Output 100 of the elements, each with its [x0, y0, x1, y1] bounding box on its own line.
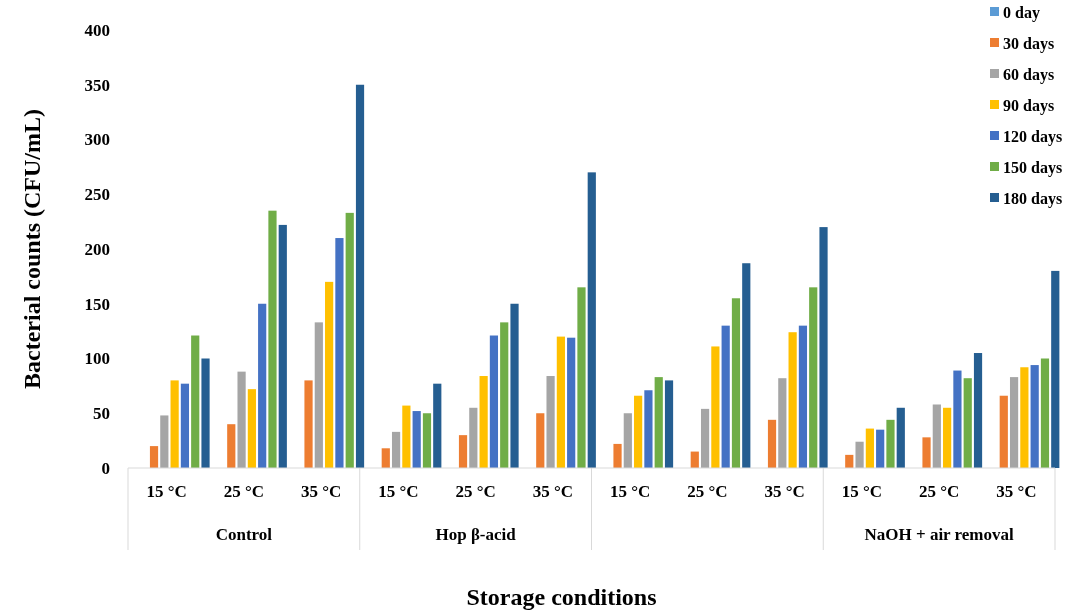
x-tick-label: 35 °C — [764, 482, 805, 501]
bar — [325, 281, 334, 468]
y-tick-label: 350 — [84, 75, 110, 95]
x-tick-label: 15 °C — [378, 482, 419, 501]
bar — [711, 346, 720, 468]
bar — [700, 408, 710, 468]
bar — [613, 443, 622, 468]
bar — [953, 370, 962, 468]
x-tick-label: 15 °C — [609, 482, 651, 501]
bar — [458, 435, 468, 468]
bar — [247, 389, 256, 468]
bar — [973, 353, 983, 468]
y-tick-label: 0 — [101, 458, 110, 478]
bar — [402, 405, 411, 468]
bar — [999, 395, 1008, 468]
bar — [556, 336, 565, 468]
bar — [268, 210, 277, 468]
bar — [1020, 367, 1029, 468]
bar — [809, 287, 818, 468]
bar — [876, 429, 885, 468]
x-tick-label: 25 °C — [455, 482, 496, 501]
bar — [742, 263, 751, 468]
legend-label: 60 days — [1003, 65, 1055, 84]
bar — [546, 376, 555, 468]
x-tick-label: 25 °C — [223, 482, 265, 501]
bar — [180, 383, 190, 468]
bar — [819, 227, 828, 468]
x-tick-label: 35 °C — [532, 482, 574, 501]
y-tick-label: 200 — [84, 239, 110, 259]
legend-label: 180 days — [1003, 189, 1063, 208]
legend-label: 0 day — [1003, 3, 1040, 22]
bar — [623, 413, 632, 468]
y-tick-label: 400 — [84, 20, 110, 40]
bar — [943, 407, 952, 468]
x-tick-label: 25 °C — [918, 482, 960, 501]
legend-label: 150 days — [1003, 158, 1063, 177]
bar — [489, 335, 499, 468]
y-tick-label: 100 — [84, 349, 110, 369]
bar — [644, 390, 653, 468]
x-tick-label: 15 °C — [841, 482, 883, 501]
text: NaOH + air removal — [864, 525, 1015, 544]
bar — [227, 424, 236, 468]
bar — [1051, 270, 1060, 468]
bar — [237, 371, 246, 468]
bar — [654, 377, 663, 468]
bar — [536, 413, 545, 468]
x-tick-label: 25 °C — [687, 482, 728, 501]
bar — [577, 287, 586, 468]
bar — [963, 378, 972, 468]
bar — [1009, 377, 1019, 468]
bar — [170, 380, 179, 468]
y-axis-title: Bacterial counts (CFU/mL) — [19, 109, 45, 389]
bar — [355, 84, 365, 468]
bar — [778, 378, 787, 468]
bar — [1030, 365, 1039, 468]
x-tick-label: 15 °C — [146, 482, 187, 501]
bar — [412, 411, 421, 468]
bar — [422, 413, 432, 468]
bar — [932, 404, 941, 468]
bar — [500, 322, 509, 468]
bar — [798, 325, 808, 468]
bar — [433, 383, 442, 468]
bar — [567, 337, 576, 468]
bar — [278, 224, 287, 468]
bar — [886, 419, 895, 468]
bar — [664, 380, 674, 468]
y-tick-label: 300 — [84, 130, 110, 150]
bar — [896, 407, 905, 468]
bar — [469, 407, 478, 468]
bar — [1040, 358, 1050, 468]
x-axis-title: Storage conditions — [466, 584, 657, 610]
legend-label: 90 days — [1003, 96, 1055, 115]
bar — [634, 395, 643, 468]
bar — [922, 437, 931, 468]
y-tick-label: 250 — [84, 185, 110, 205]
bar — [788, 332, 797, 468]
y-tick-label: 50 — [93, 404, 110, 424]
bar — [865, 428, 874, 468]
bar — [160, 415, 169, 468]
bar — [149, 446, 159, 468]
text: Hop β-acid — [435, 525, 517, 544]
bar — [191, 335, 200, 468]
bar — [345, 212, 354, 468]
bar — [731, 298, 741, 468]
bar — [510, 303, 519, 468]
legend-label: 30 days — [1003, 34, 1055, 53]
y-tick-label: 150 — [84, 294, 110, 314]
bar — [855, 441, 864, 468]
legend-label: 120 days — [1003, 127, 1063, 146]
x-tick-label: 35 °C — [300, 482, 342, 501]
text: Control — [215, 525, 273, 544]
bar — [304, 380, 313, 468]
bar — [258, 303, 267, 468]
bar — [314, 322, 323, 468]
bar — [381, 448, 390, 468]
bar — [767, 419, 777, 468]
bar — [335, 238, 344, 468]
bar — [479, 376, 488, 468]
bar — [721, 325, 730, 468]
bar — [391, 431, 401, 468]
